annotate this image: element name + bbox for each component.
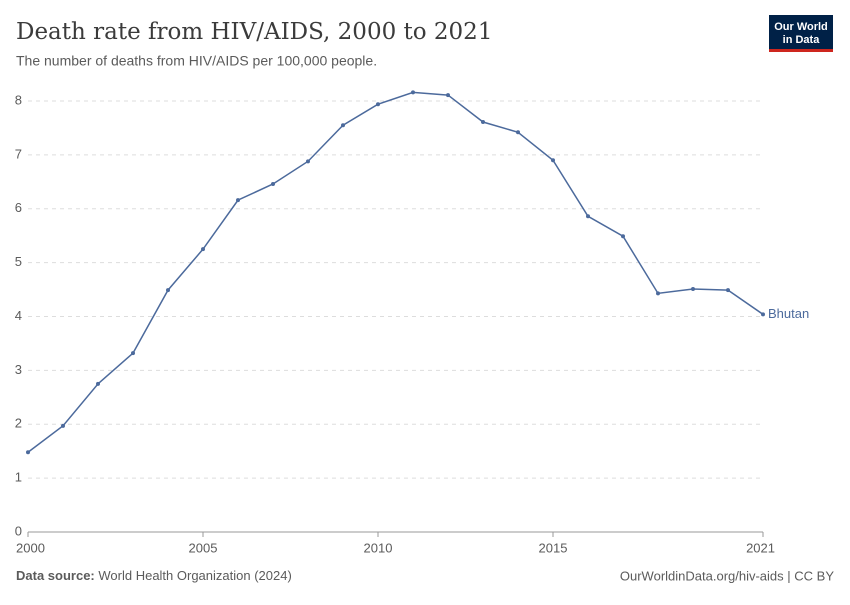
x-tick-label: 2021 xyxy=(746,540,775,555)
y-tick-label: 4 xyxy=(15,308,22,323)
data-point xyxy=(131,351,135,356)
data-point xyxy=(656,291,660,296)
data-point xyxy=(411,90,415,95)
data-point xyxy=(516,130,520,135)
data-point xyxy=(761,312,765,317)
logo[interactable]: Our World in Data xyxy=(769,15,833,52)
y-tick-label: 3 xyxy=(15,362,22,377)
data-point xyxy=(306,159,310,164)
data-point xyxy=(726,288,730,293)
chart-subtitle: The number of deaths from HIV/AIDS per 1… xyxy=(16,53,377,69)
y-tick-label: 1 xyxy=(15,470,22,485)
source: Data source: World Health Organization (… xyxy=(16,568,292,583)
data-point xyxy=(271,181,275,186)
x-tick-label: 2015 xyxy=(539,540,568,555)
data-point xyxy=(96,381,100,386)
data-point xyxy=(61,423,65,428)
series-line xyxy=(27,91,764,453)
data-point xyxy=(691,287,695,292)
y-tick-label: 8 xyxy=(15,92,22,107)
data-point xyxy=(26,450,30,455)
url[interactable]: OurWorldinData.org/hiv-aids | CC BY xyxy=(620,568,834,583)
x-tick-label: 2000 xyxy=(16,540,45,555)
data-point xyxy=(586,214,590,219)
y-tick-label: 6 xyxy=(15,200,22,215)
x-tick-label: 2010 xyxy=(364,540,393,555)
source-label: Data source: xyxy=(16,568,95,583)
data-point xyxy=(481,120,485,125)
data-point xyxy=(341,123,345,128)
x-tick-label: 2005 xyxy=(189,540,218,555)
chart-title: Death rate from HIV/AIDS, 2000 to 2021 xyxy=(16,19,492,45)
data-point xyxy=(376,102,380,107)
data-point xyxy=(201,247,205,252)
data-point xyxy=(551,158,555,163)
logo-text: in Data xyxy=(783,34,821,46)
y-tick-label: 5 xyxy=(15,254,22,269)
logo-bar xyxy=(769,49,833,52)
source-text: World Health Organization (2024) xyxy=(98,568,291,583)
data-point xyxy=(621,234,625,239)
data-point xyxy=(446,93,450,98)
data-point xyxy=(236,198,240,203)
data-point xyxy=(166,288,170,293)
y-tick-label: 2 xyxy=(15,416,22,431)
series-label: Bhutan xyxy=(768,306,809,321)
logo-text: Our World xyxy=(774,21,828,33)
logo-box xyxy=(769,15,833,51)
y-tick-label: 7 xyxy=(15,146,22,161)
y-tick-label: 0 xyxy=(15,523,22,538)
